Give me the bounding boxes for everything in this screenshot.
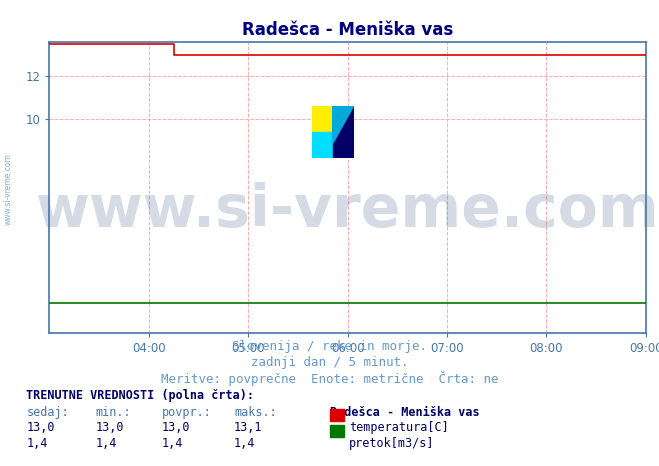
- Text: 1,4: 1,4: [96, 437, 117, 450]
- Text: TRENUTNE VREDNOSTI (polna črta):: TRENUTNE VREDNOSTI (polna črta):: [26, 389, 254, 402]
- Text: 1,4: 1,4: [26, 437, 47, 450]
- Text: 13,1: 13,1: [234, 421, 262, 434]
- Text: 13,0: 13,0: [161, 421, 190, 434]
- Text: sedaj:: sedaj:: [26, 406, 69, 419]
- Text: www.si-vreme.com: www.si-vreme.com: [36, 182, 659, 240]
- Text: 1,4: 1,4: [161, 437, 183, 450]
- Text: zadnji dan / 5 minut.: zadnji dan / 5 minut.: [251, 356, 408, 369]
- Text: povpr.:: povpr.:: [161, 406, 212, 419]
- Text: Radešca - Meniška vas: Radešca - Meniška vas: [330, 406, 479, 419]
- Text: temperatura[C]: temperatura[C]: [349, 421, 449, 434]
- Text: www.si-vreme.com: www.si-vreme.com: [3, 153, 13, 225]
- Text: 1,4: 1,4: [234, 437, 255, 450]
- Text: min.:: min.:: [96, 406, 131, 419]
- Text: Meritve: povprečne  Enote: metrične  Črta: ne: Meritve: povprečne Enote: metrične Črta:…: [161, 371, 498, 386]
- Text: Slovenija / reke in morje.: Slovenija / reke in morje.: [232, 340, 427, 353]
- Text: 13,0: 13,0: [96, 421, 124, 434]
- Text: maks.:: maks.:: [234, 406, 277, 419]
- Text: 13,0: 13,0: [26, 421, 55, 434]
- Text: pretok[m3/s]: pretok[m3/s]: [349, 437, 435, 450]
- Title: Radešca - Meniška vas: Radešca - Meniška vas: [242, 21, 453, 39]
